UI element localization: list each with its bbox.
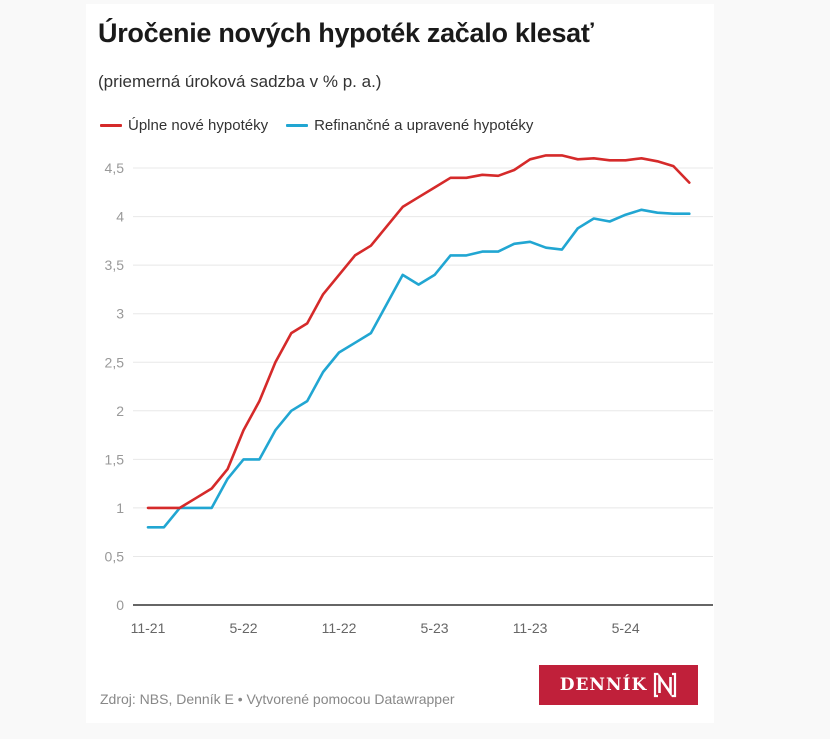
x-axis-labels: 11-21 5-22 11-22 5-23 11-23 5-24 xyxy=(131,620,640,636)
y-tick-label: 4,5 xyxy=(105,160,125,176)
y-tick-label: 2,5 xyxy=(105,354,125,370)
x-tick-label: 5-24 xyxy=(612,620,640,636)
y-tick-label: 1 xyxy=(116,500,124,516)
chart-title: Úročenie nových hypoték začalo klesať xyxy=(98,18,594,48)
series-lines xyxy=(146,154,691,529)
chart-card: Úročenie nových hypoték začalo klesať (p… xyxy=(86,4,714,723)
legend-label: Refinančné a upravené hypotéky xyxy=(314,117,534,134)
x-tick-label: 11-21 xyxy=(131,620,166,636)
y-tick-label: 4 xyxy=(116,209,124,225)
series-line-refinanced-mortgages xyxy=(146,208,691,529)
legend: Úplne nové hypotéky Refinančné a upraven… xyxy=(100,117,551,134)
y-tick-label: 2 xyxy=(116,403,124,419)
y-tick-label: 3,5 xyxy=(105,257,125,273)
x-tick-label: 11-22 xyxy=(322,620,357,636)
legend-swatch-red-icon xyxy=(100,124,122,127)
y-axis-labels: 0 0,5 1 1,5 2 2,5 3 3,5 4 4,5 xyxy=(105,160,125,613)
legend-item-refinanced-mortgages: Refinančné a upravené hypotéky xyxy=(286,117,533,134)
source-footer: Zdroj: NBS, Denník E • Vytvorené pomocou… xyxy=(100,691,455,707)
line-chart: 00,511,522,533,544,5 11-21 5-22 11-22 5-23 1… xyxy=(105,154,713,636)
x-tick-label: 5-23 xyxy=(421,620,449,636)
legend-label: Úplne nové hypotéky xyxy=(128,117,269,134)
y-tick-label: 0 xyxy=(116,597,124,613)
dennik-n-logo[interactable]: DENNÍK xyxy=(539,665,698,705)
chart-subtitle: (priemerná úroková sadzba v % p. a.) xyxy=(98,72,382,91)
x-tick-label: 5-22 xyxy=(230,620,258,636)
gridlines xyxy=(133,167,713,606)
y-tick-label: 3 xyxy=(116,306,124,322)
series-line-new-mortgages xyxy=(146,154,691,510)
y-tick-label: 1,5 xyxy=(105,451,125,467)
y-tick-label: 0,5 xyxy=(105,548,125,564)
legend-swatch-blue-icon xyxy=(286,124,309,127)
x-tick-label: 11-23 xyxy=(513,620,548,636)
legend-item-new-mortgages: Úplne nové hypotéky xyxy=(100,117,268,134)
logo-text: DENNÍK xyxy=(559,675,648,695)
n-bracket-icon xyxy=(654,672,677,698)
